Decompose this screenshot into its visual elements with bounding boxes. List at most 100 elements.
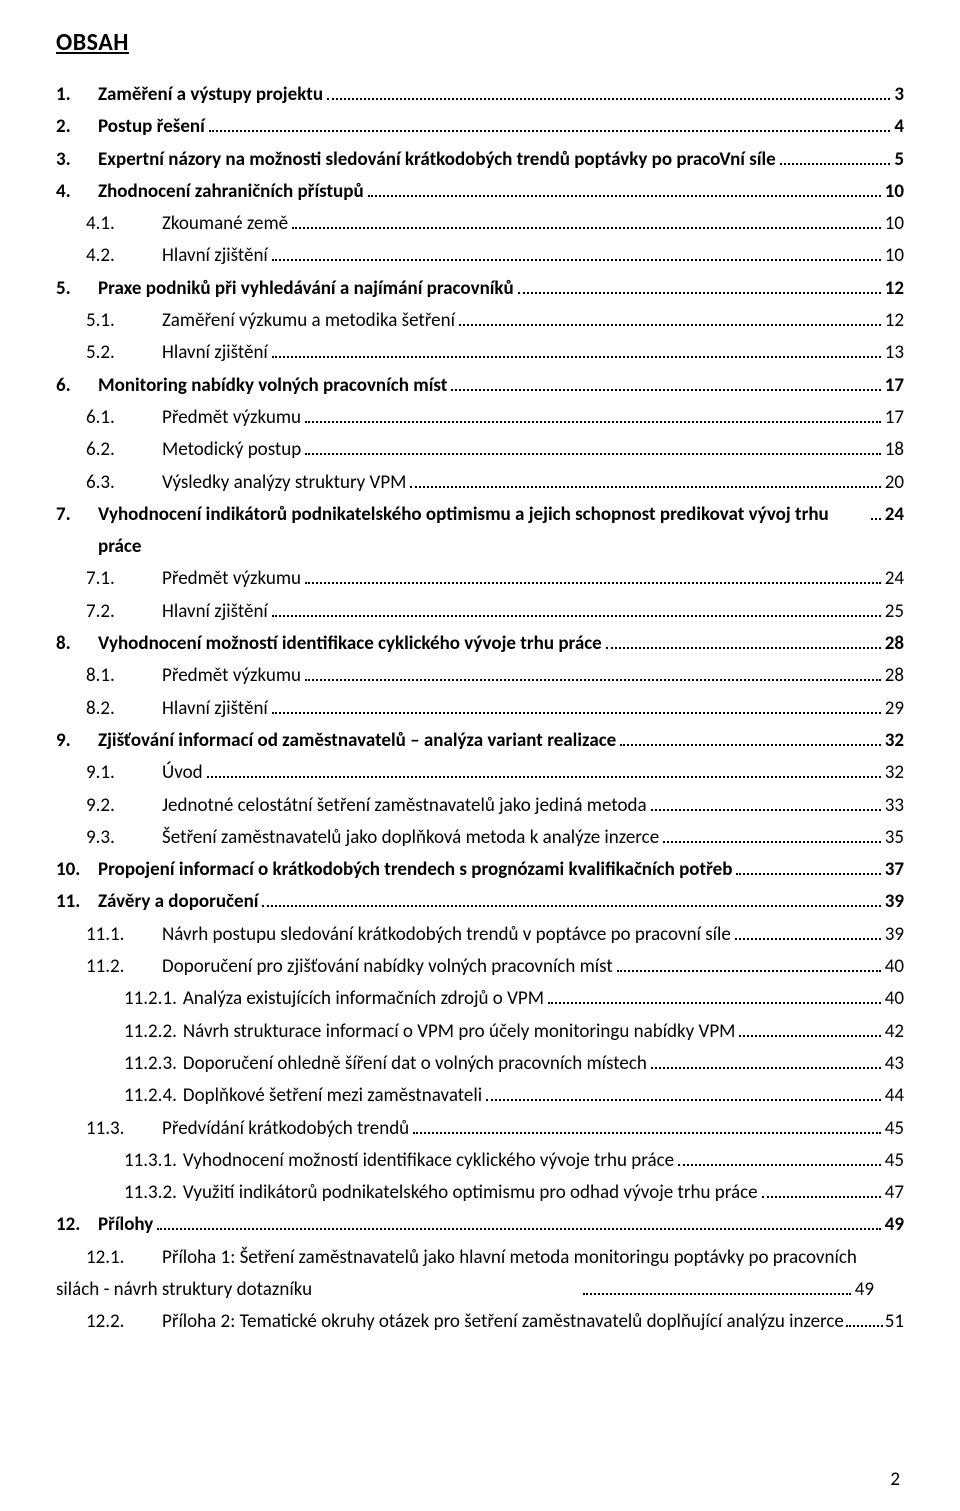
toc-entry-page: 42 xyxy=(885,1016,904,1048)
toc-entry-number: 1. xyxy=(56,79,98,111)
toc-entry-label: Analýza existujících informačních zdrojů… xyxy=(177,983,544,1015)
toc-entry-page: 25 xyxy=(885,596,904,628)
toc-entry-page: 10 xyxy=(885,240,904,272)
toc-entry: 6.Monitoring nabídky volných pracovních … xyxy=(56,370,904,402)
toc-entry-label: Zjišťování informací od zaměstnavatelů –… xyxy=(98,725,616,757)
toc-entry-page: 5 xyxy=(894,144,904,176)
toc-entry-label: Přílohy xyxy=(98,1209,153,1241)
toc-entry-label: Návrh postupu sledování krátkodobých tre… xyxy=(142,919,731,951)
dot-leader xyxy=(305,410,881,423)
toc-entry-number: 8.1. xyxy=(86,660,142,692)
toc-entry: 1.Zaměření a výstupy projektu3 xyxy=(56,79,904,111)
toc-entry-number: 9.1. xyxy=(86,757,142,789)
dot-leader xyxy=(617,959,881,972)
toc-entry: 3.Expertní názory na možnosti sledování … xyxy=(56,144,904,176)
toc-entry-page: 33 xyxy=(885,790,904,822)
toc-entry: 8.Vyhodnocení možností identifikace cykl… xyxy=(56,628,904,660)
toc-entry-page: 10 xyxy=(885,208,904,240)
toc-entry: 10.Propojení informací o krátkodobých tr… xyxy=(56,854,904,886)
toc-entry-page: 51 xyxy=(885,1306,904,1338)
toc-entry-number: 5.1. xyxy=(86,305,142,337)
toc-entry-page: 12 xyxy=(885,273,904,305)
toc-entry-label: Hlavní zjištění xyxy=(142,240,268,272)
dot-leader xyxy=(305,571,881,584)
toc-entry-page: 32 xyxy=(885,757,904,789)
dot-leader xyxy=(157,1217,880,1230)
toc-entry-label: Vyhodnocení možností identifikace cyklic… xyxy=(98,628,602,660)
toc-entry-page: 18 xyxy=(885,434,904,466)
toc-entry: 12.Přílohy49 xyxy=(56,1209,904,1241)
toc-entry-number: 4.1. xyxy=(86,208,142,240)
toc-entry: 6.3.Výsledky analýzy struktury VPM20 xyxy=(56,467,904,499)
toc-entry-label: Expertní názory na možnosti sledování kr… xyxy=(98,144,776,176)
toc-entry-number: 10. xyxy=(56,854,98,886)
toc-entry-label: Předmět výzkumu xyxy=(142,660,301,692)
toc-entry-label: Zaměření výzkumu a metodika šetření xyxy=(142,305,455,337)
toc-entry-number: 5. xyxy=(56,273,98,305)
toc-entry: 8.2.Hlavní zjištění 29 xyxy=(56,693,904,725)
toc-entry-label: Zhodnocení zahraničních přístupů xyxy=(98,176,364,208)
toc-entry-page: 49 xyxy=(885,1209,904,1241)
dot-leader xyxy=(292,216,881,229)
toc-entry: 11.3.1.Vyhodnocení možností identifikace… xyxy=(56,1145,904,1177)
dot-leader xyxy=(780,151,891,164)
toc-entry: 2.Postup řešení4 xyxy=(56,111,904,143)
toc-entry-label: Metodický postup xyxy=(142,434,301,466)
toc-entry-label: Vyhodnocení možností identifikace cyklic… xyxy=(177,1145,674,1177)
toc-entry: 11.3.2.Využití indikátorů podnikatelskéh… xyxy=(56,1177,904,1209)
toc-entry-number: 6.1. xyxy=(86,402,142,434)
toc-entry-number: 9.2. xyxy=(86,790,142,822)
toc-entry-number: 11.3.2. xyxy=(124,1177,177,1209)
page-number: 2 xyxy=(890,1468,900,1491)
dot-leader xyxy=(207,765,881,778)
document-page: OBSAH 1.Zaměření a výstupy projektu32.Po… xyxy=(0,0,960,1511)
toc-entry-number: 8.2. xyxy=(86,693,142,725)
toc-entry: 4.1.Zkoumané země10 xyxy=(56,208,904,240)
dot-leader xyxy=(678,1152,881,1165)
dot-leader xyxy=(262,894,880,907)
dot-leader xyxy=(327,87,890,100)
toc-entry-number: 11.1. xyxy=(86,919,142,951)
toc-entry-page: 37 xyxy=(885,854,904,886)
toc-entry: 7.Vyhodnocení indikátorů podnikatelského… xyxy=(56,499,904,564)
toc-entry-page: 39 xyxy=(885,886,904,918)
toc-entry-number: 8. xyxy=(56,628,98,660)
toc-entry: 11.2.1.Analýza existujících informačních… xyxy=(56,983,904,1015)
toc-entry-label: Doporučení pro zjišťování nabídky volnýc… xyxy=(142,951,613,983)
toc-entry: 11.2.2.Návrh strukturace informací o VPM… xyxy=(56,1016,904,1048)
dot-leader xyxy=(272,603,881,616)
dot-leader xyxy=(762,1185,881,1198)
toc-entry-number: 9. xyxy=(56,725,98,757)
toc-entry-page: 29 xyxy=(885,693,904,725)
toc-entry-label: Hlavní zjištění xyxy=(142,596,268,628)
dot-leader xyxy=(459,313,881,326)
toc-entry: 5.2.Hlavní zjištění13 xyxy=(56,337,904,369)
dot-leader xyxy=(451,377,880,390)
toc-entry: 11.2.Doporučení pro zjišťování nabídky v… xyxy=(56,951,904,983)
dot-leader xyxy=(272,345,881,358)
toc-entry-label: Hlavní zjištění xyxy=(142,693,268,725)
toc-entry-label: Hlavní zjištění xyxy=(142,337,268,369)
toc-entry-page: 20 xyxy=(885,467,904,499)
toc-entry: 12.2.Příloha 2: Tematické okruhy otázek … xyxy=(56,1306,904,1338)
dot-leader xyxy=(651,797,881,810)
toc-entry: 4.2.Hlavní zjištění 10 xyxy=(56,240,904,272)
toc-entry-number: 7.1. xyxy=(86,563,142,595)
toc-entry-number: 4.2. xyxy=(86,240,142,272)
toc-entry: 8.1.Předmět výzkumu28 xyxy=(56,660,904,692)
dot-leader xyxy=(486,1088,881,1101)
dot-leader xyxy=(736,862,880,875)
dot-leader xyxy=(305,668,881,681)
dot-leader xyxy=(518,280,881,293)
dot-leader xyxy=(620,733,881,746)
dot-leader xyxy=(735,926,881,939)
dot-leader xyxy=(739,1023,880,1036)
toc-entry-page: 39 xyxy=(885,919,904,951)
dot-leader xyxy=(209,119,891,132)
toc-entry: 11.1.Návrh postupu sledování krátkodobýc… xyxy=(56,919,904,951)
dot-leader xyxy=(410,474,880,487)
toc-entry: 11.2.3.Doporučení ohledně šíření dat o v… xyxy=(56,1048,904,1080)
toc-entry-page: 43 xyxy=(885,1048,904,1080)
toc-title: OBSAH xyxy=(56,28,904,57)
toc-entry: 12.1.Příloha 1: Šetření zaměstnavatelů j… xyxy=(56,1242,904,1307)
